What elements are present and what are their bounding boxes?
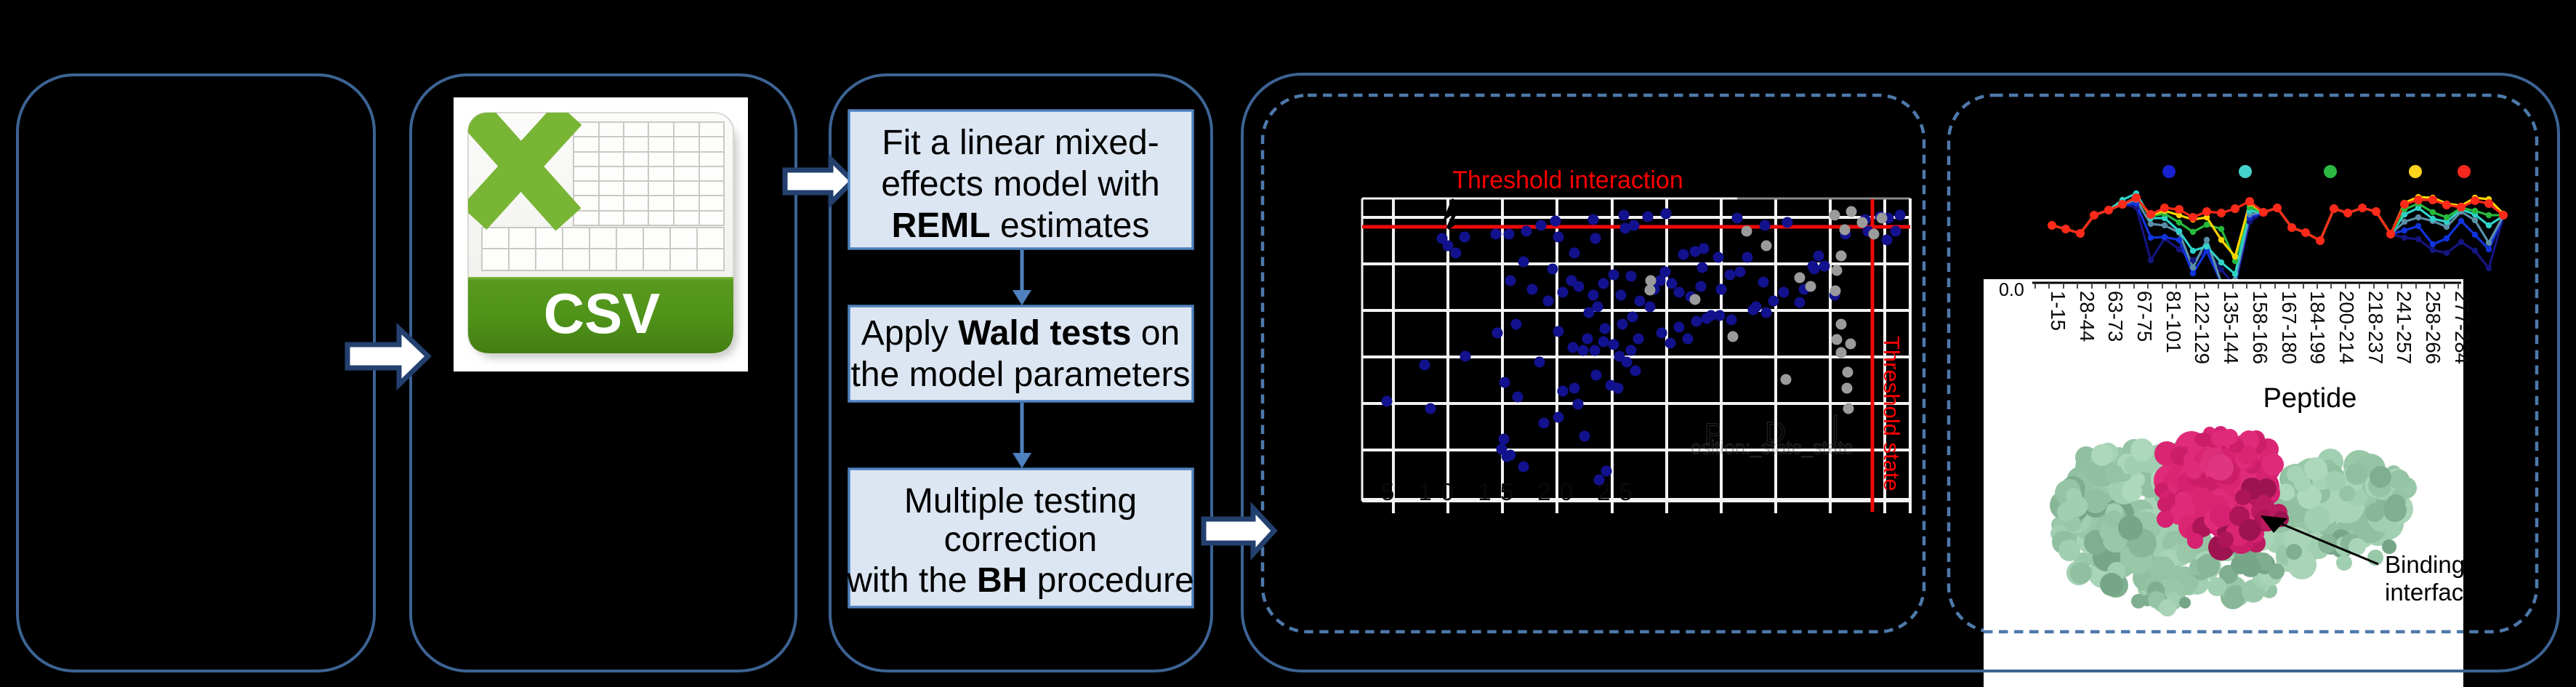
svg-text:the model parameters: the model parameters (851, 355, 1191, 394)
svg-text:158-166: 158-166 (2249, 291, 2271, 364)
svg-text:67-75: 67-75 (2133, 291, 2156, 342)
svg-text:CSV: CSV (544, 281, 660, 345)
svg-text:correction: correction (944, 521, 1098, 559)
svg-text:135-144: 135-144 (2220, 291, 2242, 364)
svg-text:5 10 15 20 25: 5 10 15 20 25 (1381, 478, 1641, 505)
svg-text:effects model with: effects model with (881, 165, 1159, 204)
svg-text:Threshold state: Threshold state (1879, 336, 1904, 491)
svg-text:Multiple testing: Multiple testing (904, 482, 1137, 521)
svg-text:258-266: 258-266 (2422, 291, 2444, 364)
svg-text:interface: interface (2385, 579, 2477, 606)
svg-text:1-15: 1-15 (2047, 291, 2069, 331)
svg-text:P: P (1704, 418, 1724, 450)
svg-text:Binding: Binding (2385, 551, 2465, 578)
svg-text:218-237: 218-237 (2364, 291, 2387, 364)
svg-text:osition:_state_state: osition:_state_state (1691, 436, 1853, 458)
svg-text:122-129: 122-129 (2191, 291, 2213, 364)
svg-text:with the BH procedure: with the BH procedure (846, 561, 1194, 600)
svg-text:|: | (1832, 411, 1839, 443)
svg-text:241-257: 241-257 (2393, 291, 2415, 364)
svg-text:D: D (1765, 417, 1786, 449)
svg-text:63-73: 63-73 (2104, 291, 2127, 342)
svg-text:Threshold interaction: Threshold interaction (1452, 166, 1683, 194)
svg-text:81-101: 81-101 (2162, 291, 2185, 353)
svg-text:Peptide: Peptide (2263, 383, 2357, 414)
svg-text:0.0: 0.0 (1999, 280, 2024, 300)
svg-text:200-214: 200-214 (2335, 291, 2358, 364)
svg-text:28-44: 28-44 (2076, 291, 2098, 342)
svg-text:REML estimates: REML estimates (892, 206, 1150, 245)
svg-text:167-180: 167-180 (2278, 291, 2301, 364)
svg-text:184-199: 184-199 (2306, 291, 2329, 364)
svg-text:277-284: 277-284 (2451, 291, 2474, 364)
svg-text:Fit a linear mixed-: Fit a linear mixed- (882, 124, 1159, 162)
svg-text:Apply Wald tests on: Apply Wald tests on (861, 314, 1180, 353)
